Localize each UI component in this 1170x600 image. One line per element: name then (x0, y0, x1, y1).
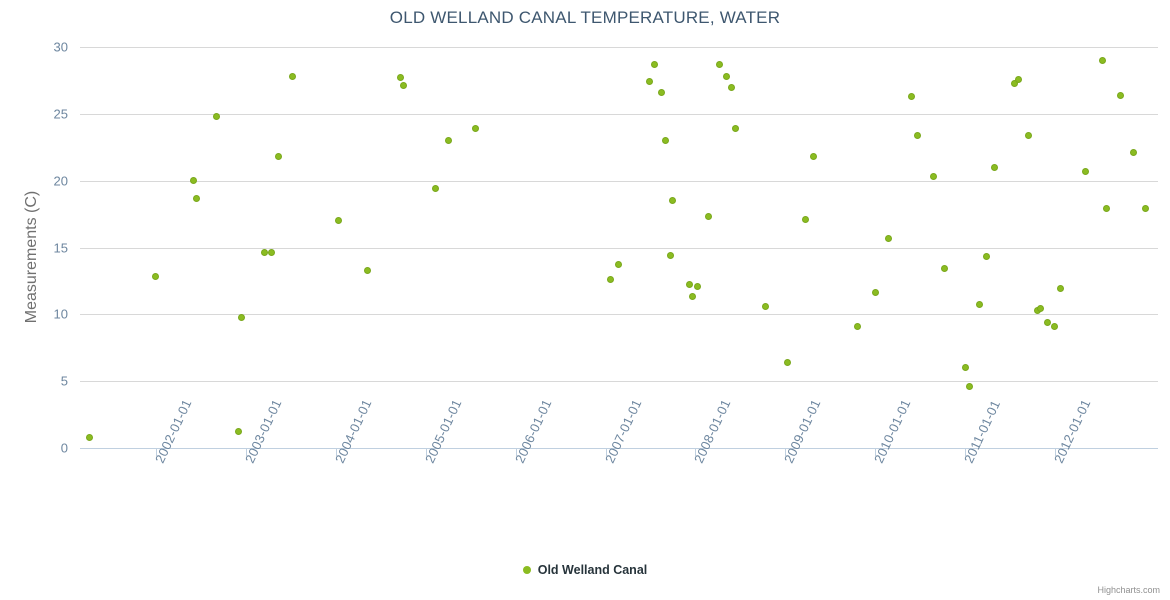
scatter-point[interactable] (941, 265, 949, 273)
scatter-point[interactable] (268, 249, 276, 257)
scatter-point[interactable] (929, 173, 937, 181)
scatter-point[interactable] (727, 83, 735, 91)
scatter-point[interactable] (1081, 167, 1089, 175)
y-axis-tick-label: 0 (60, 440, 68, 456)
scatter-point[interactable] (731, 125, 739, 133)
x-axis-tick-mark (425, 449, 427, 456)
scatter-point[interactable] (1098, 56, 1106, 64)
scatter-point[interactable] (907, 92, 915, 100)
scatter-point[interactable] (809, 153, 817, 161)
x-axis-tick-mark (695, 449, 697, 456)
scatter-point[interactable] (966, 383, 974, 390)
scatter-point[interactable] (363, 266, 371, 274)
scatter-point[interactable] (685, 281, 693, 289)
y-axis-tick-label: 10 (53, 306, 68, 322)
scatter-point[interactable] (1057, 285, 1065, 293)
gridline (80, 180, 1158, 182)
scatter-point[interactable] (1011, 79, 1019, 87)
scatter-point[interactable] (693, 282, 701, 290)
legend-item-label: Old Welland Canal (537, 563, 648, 577)
scatter-point[interactable] (189, 177, 197, 185)
credits-link[interactable]: Highcharts.com (1097, 585, 1160, 595)
scatter-point[interactable] (871, 289, 879, 297)
scatter-point[interactable] (1051, 322, 1059, 330)
scatter-point[interactable] (86, 433, 94, 441)
gridline (80, 47, 1158, 48)
scatter-point[interactable] (914, 131, 922, 139)
scatter-point[interactable] (237, 313, 245, 321)
x-axis-tick-mark (605, 449, 607, 456)
y-axis-tick-labels: 0 5 10 15 20 25 30 (0, 0, 68, 600)
scatter-point[interactable] (471, 125, 479, 133)
scatter-point[interactable] (646, 78, 654, 86)
scatter-point[interactable] (193, 194, 201, 202)
scatter-point[interactable] (1141, 205, 1149, 213)
scatter-point[interactable] (431, 185, 439, 193)
legend-item-old-welland-canal[interactable]: Old Welland Canal (522, 563, 648, 577)
scatter-point[interactable] (152, 273, 160, 281)
scatter-point[interactable] (961, 364, 969, 372)
legend: Old Welland Canal (0, 563, 1170, 577)
x-axis-tick-mark (245, 449, 247, 456)
chart-title: OLD WELLAND CANAL TEMPERATURE, WATER (389, 8, 781, 27)
scatter-point[interactable] (666, 252, 674, 260)
gridline (80, 381, 1158, 383)
scatter-point[interactable] (400, 82, 408, 90)
scatter-point[interactable] (783, 358, 791, 366)
scatter-point[interactable] (334, 217, 342, 225)
x-axis-tick-mark (875, 449, 877, 456)
gridline (80, 247, 1158, 249)
gridline (80, 314, 1158, 316)
scatter-point[interactable] (614, 261, 622, 269)
scatter-point[interactable] (1130, 149, 1138, 157)
scatter-point[interactable] (657, 88, 665, 96)
scatter-point[interactable] (606, 276, 614, 284)
plot-area (80, 47, 1158, 449)
scatter-point[interactable] (762, 302, 770, 310)
scatter-point[interactable] (1036, 305, 1044, 313)
scatter-point[interactable] (982, 253, 990, 261)
scatter-point[interactable] (722, 72, 730, 80)
scatter-point[interactable] (1043, 318, 1051, 326)
x-axis-tick-mark (1055, 449, 1057, 456)
y-axis-tick-label: 20 (53, 173, 68, 189)
x-axis-tick-mark (965, 449, 967, 456)
scatter-point[interactable] (669, 197, 677, 205)
scatter-point[interactable] (396, 74, 404, 82)
scatter-point[interactable] (260, 249, 268, 257)
y-axis-tick-label: 15 (53, 240, 68, 255)
y-axis-title: Measurements (C) (23, 190, 40, 324)
x-axis-tick-mark (515, 449, 517, 456)
x-axis-tick-mark (155, 449, 157, 456)
scatter-point[interactable] (213, 113, 221, 120)
scatter-point[interactable] (705, 213, 713, 221)
gridline (80, 113, 1158, 115)
y-axis-tick-label: 30 (53, 39, 68, 55)
scatter-point[interactable] (445, 137, 453, 145)
scatter-point[interactable] (853, 322, 861, 330)
scatter-point[interactable] (885, 234, 893, 242)
scatter-point[interactable] (801, 215, 809, 223)
scatter-point[interactable] (1015, 75, 1023, 83)
scatter-point[interactable] (990, 163, 998, 171)
scatter-point[interactable] (716, 60, 724, 68)
x-axis-tick-mark (785, 449, 787, 456)
scatter-point[interactable] (651, 60, 659, 68)
scatter-point[interactable] (1116, 91, 1124, 99)
scatter-point[interactable] (662, 137, 670, 145)
scatter-point[interactable] (1103, 205, 1111, 213)
scatter-point[interactable] (1024, 131, 1032, 139)
scatter-point[interactable] (288, 72, 296, 80)
scatter-point[interactable] (976, 301, 984, 309)
x-axis-line (80, 448, 1158, 449)
y-axis-tick-label: 5 (60, 373, 68, 389)
scatter-point[interactable] (234, 428, 242, 436)
scatter-point[interactable] (689, 293, 697, 301)
y-axis-tick-label: 25 (53, 106, 68, 122)
scatter-point[interactable] (275, 153, 283, 161)
x-axis-tick-mark (335, 449, 337, 456)
legend-marker-icon (522, 566, 531, 574)
